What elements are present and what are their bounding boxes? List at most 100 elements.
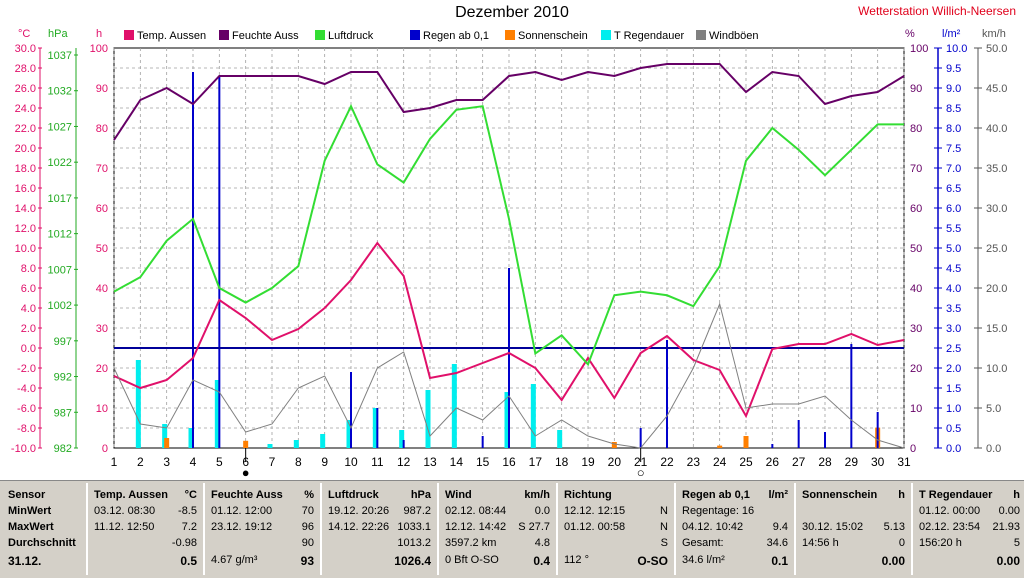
stats-header: T Regendauer xyxy=(919,489,993,501)
tick-label-day: 25 xyxy=(739,455,753,469)
tick-label-temp: -10.0 xyxy=(11,443,36,455)
stats-value: N xyxy=(660,505,668,517)
tick-label-hours: 100 xyxy=(90,43,108,55)
tick-label-hours: 80 xyxy=(96,123,108,135)
tick-label-temp: -8.0 xyxy=(17,423,36,435)
tick-label-day: 12 xyxy=(397,455,411,469)
line-windb-en xyxy=(113,302,905,449)
stats-value: 4.8 xyxy=(534,537,550,549)
tick-label-day: 5 xyxy=(216,455,223,469)
tick-label-day: 16 xyxy=(502,455,516,469)
row-label-date: 31.12. xyxy=(8,554,42,568)
tick-label-temp: 28.0 xyxy=(15,63,36,75)
stats-value: 96 xyxy=(301,521,314,533)
tick-label-rain: 1.0 xyxy=(946,403,961,415)
tick-label-pressure: 1032 xyxy=(48,86,72,98)
stats-col-direction: Richtung 12.12. 12:15 N 01.12. 00:58 N S 1… xyxy=(558,483,676,575)
legend-item-temp: Temp. Aussen xyxy=(124,30,206,42)
tick-label-day: 4 xyxy=(190,455,197,469)
unit-pressure: hPa xyxy=(48,28,68,40)
stats-cell: 01.12. 00:00 xyxy=(919,505,981,517)
statistics-table: Sensor MinWert MaxWert Durchschnitt 31.1… xyxy=(0,480,1024,578)
tick-label-rain: 1.5 xyxy=(946,383,961,395)
tick-label-day: 7 xyxy=(269,455,276,469)
legend-swatch xyxy=(601,30,611,40)
tick-label-temp: -6.0 xyxy=(17,403,36,415)
stats-value: 987.2 xyxy=(403,505,431,517)
stats-value: 0.00 xyxy=(881,554,905,568)
stats-unit: h xyxy=(898,489,905,501)
tick-label-temp: 22.0 xyxy=(15,123,36,135)
tick-label-hours: 30 xyxy=(96,323,108,335)
legend-label: Windböen xyxy=(709,30,759,42)
bar-t-regendauer xyxy=(188,428,194,448)
bar-regen-ab- xyxy=(771,444,774,448)
stats-col-wind: Wind km/h 02.12. 08:44 0.0 12.12. 14:42 S 2… xyxy=(439,483,558,575)
stats-cell: 23.12. 19:12 xyxy=(211,521,273,533)
stats-unit: km/h xyxy=(524,489,550,501)
tick-label-percent: 10 xyxy=(910,403,922,415)
bar-t-regendauer xyxy=(372,408,378,448)
legend-swatch xyxy=(219,30,229,40)
tick-label-wind: 10.0 xyxy=(986,363,1007,375)
tick-label-day: 10 xyxy=(344,455,358,469)
tick-label-rain: 4.5 xyxy=(946,263,961,275)
tick-label-day: 29 xyxy=(845,455,859,469)
stats-header: Sensor xyxy=(8,489,46,501)
stats-value: S xyxy=(660,537,668,549)
tick-label-wind: 50.0 xyxy=(986,43,1007,55)
stats-unit: h xyxy=(1013,489,1020,501)
tick-label-hours: 50 xyxy=(96,243,108,255)
tick-label-wind: 35.0 xyxy=(986,163,1007,175)
bar-sonnenschein xyxy=(717,445,723,448)
bar-regen-ab- xyxy=(350,372,352,448)
tick-label-hours: 0 xyxy=(102,443,108,455)
tick-label-temp: 4.0 xyxy=(21,303,36,315)
legend-label: Temp. Aussen xyxy=(137,30,207,42)
legend-item-pressure: Luftdruck xyxy=(315,30,373,42)
stats-cell: 11.12. 12:50 xyxy=(94,521,155,533)
tick-label-pressure: 982 xyxy=(54,443,72,455)
bar-t-regendauer xyxy=(162,424,168,448)
tick-label-wind: 5.0 xyxy=(986,403,1001,415)
legend-item-sun: Sonnenschein xyxy=(505,30,588,42)
tick-label-rain: 5.5 xyxy=(946,223,961,235)
tick-label-pressure: 1002 xyxy=(48,300,72,312)
tick-label-percent: 0 xyxy=(910,443,916,455)
row-label-avg: Durchschnitt xyxy=(8,537,76,549)
tick-label-rain: 3.0 xyxy=(946,323,961,335)
tick-label-temp: 26.0 xyxy=(15,83,36,95)
tick-label-rain: 7.5 xyxy=(946,143,961,155)
tick-label-wind: 40.0 xyxy=(986,123,1007,135)
bar-sonnenschein xyxy=(243,440,249,448)
tick-label-hours: 60 xyxy=(96,203,108,215)
legend-swatch xyxy=(315,30,325,40)
tick-label-day: 28 xyxy=(818,455,832,469)
bar-t-regendauer xyxy=(399,430,405,448)
tick-label-rain: 8.5 xyxy=(946,103,961,115)
bar-regen-ab- xyxy=(481,436,484,448)
stats-value: 1013.2 xyxy=(397,537,431,549)
stats-cell: 4.67 g/m³ xyxy=(211,554,258,566)
tick-label-temp: 8.0 xyxy=(21,263,36,275)
stats-cell: 3597.2 km xyxy=(445,537,497,549)
stats-value: -0.98 xyxy=(171,537,197,549)
stats-value: 1026.4 xyxy=(394,554,431,568)
bar-regen-ab- xyxy=(402,440,405,448)
tick-label-rain: 2.5 xyxy=(946,343,961,355)
tick-label-pressure: 987 xyxy=(54,407,72,419)
tick-label-wind: 15.0 xyxy=(986,323,1007,335)
tick-label-day: 1 xyxy=(111,455,118,469)
unit-rain: l/m² xyxy=(942,28,961,40)
stats-cell: 01.12. 12:00 xyxy=(211,505,273,517)
tick-label-percent: 70 xyxy=(910,163,922,175)
stats-col-temp: Temp. Aussen °C 03.12. 08:30 -8.5 11.12. 1… xyxy=(88,483,205,575)
bar-regen-ab- xyxy=(218,76,221,448)
tick-label-temp: 14.0 xyxy=(15,203,36,215)
tick-label-hours: 90 xyxy=(96,83,108,95)
tick-label-percent: 50 xyxy=(910,243,922,255)
tick-label-rain: 10.0 xyxy=(946,43,967,55)
moon-phase-icon: ● xyxy=(242,465,250,478)
stats-value: 0.5 xyxy=(180,554,197,568)
